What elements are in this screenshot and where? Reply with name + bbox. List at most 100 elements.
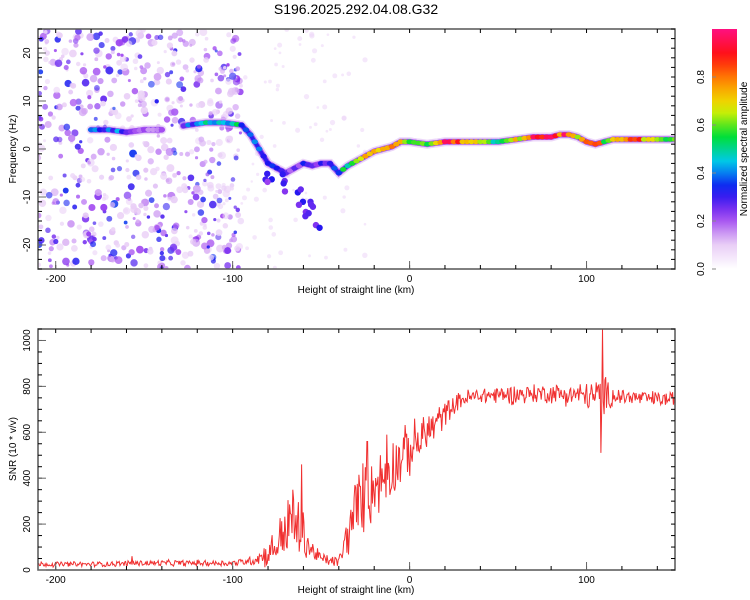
noise-blob — [210, 78, 214, 83]
noise-blob — [42, 103, 49, 110]
noise-blob — [53, 238, 59, 245]
noise-blob — [360, 127, 365, 133]
noise-blob — [208, 254, 215, 261]
snr-series-line — [38, 329, 675, 569]
noise-blob — [100, 203, 108, 212]
y-tick-label: 0 — [22, 146, 33, 152]
x-tick-label: 100 — [578, 575, 595, 586]
noise-blob — [100, 100, 106, 107]
noise-blob — [91, 231, 97, 237]
noise-blob — [239, 83, 243, 88]
noise-blob — [165, 177, 173, 185]
ridge-point — [490, 139, 497, 145]
y-tick-label: 200 — [22, 515, 33, 532]
noise-blob — [268, 217, 273, 223]
noise-blob — [182, 176, 187, 181]
noise-blob — [227, 135, 234, 142]
noise-blob — [180, 260, 186, 266]
noise-blob — [207, 184, 215, 192]
noise-blob — [206, 139, 212, 146]
noise-blob — [56, 32, 63, 39]
noise-blob — [69, 82, 75, 88]
noise-blob — [45, 191, 53, 199]
noise-blob — [120, 63, 129, 72]
noise-blob — [313, 122, 318, 127]
noise-blob — [160, 214, 165, 219]
noise-blob — [130, 114, 134, 118]
noise-blob — [147, 248, 154, 255]
noise-blob — [293, 217, 298, 223]
noise-blob — [165, 78, 172, 85]
noise-blob — [125, 225, 129, 229]
noise-blob — [230, 38, 237, 44]
noise-blob — [324, 255, 328, 260]
noise-blob — [38, 199, 47, 208]
ridge-point — [202, 120, 210, 125]
noise-blob — [189, 57, 195, 63]
noise-blob — [246, 187, 251, 192]
ridge-point — [331, 165, 338, 171]
noise-blob — [235, 207, 240, 213]
noise-blob — [104, 136, 111, 143]
noise-blob — [80, 163, 86, 169]
noise-blob — [63, 64, 69, 71]
ridge-point — [335, 170, 343, 176]
noise-blob — [292, 188, 295, 192]
noise-blob — [92, 236, 97, 242]
noise-blob — [224, 262, 232, 269]
noise-blob — [92, 32, 101, 41]
noise-blob — [101, 196, 107, 201]
noise-blob — [44, 39, 50, 44]
noise-blob — [103, 119, 109, 126]
noise-blob — [193, 70, 197, 74]
noise-blob — [55, 235, 60, 240]
noise-blob — [275, 83, 280, 88]
noise-blob — [92, 67, 101, 76]
noise-blob — [215, 87, 222, 95]
noise-blob — [75, 29, 82, 35]
noise-blob — [130, 259, 138, 267]
noise-blob — [154, 99, 159, 104]
noise-blob — [116, 212, 125, 220]
noise-blob — [152, 183, 158, 189]
noise-blob — [322, 195, 327, 200]
noise-blob — [170, 123, 174, 127]
noise-blob — [167, 35, 173, 41]
noise-blob — [216, 161, 222, 166]
noise-blob — [235, 66, 241, 72]
noise-blob — [233, 230, 238, 234]
ridge-point — [340, 167, 347, 172]
ridge-point — [539, 134, 546, 140]
ridge-point — [534, 134, 542, 140]
snr-panel: -200 -100 0 100 0 200 400 600 800 1000 Height of… — [8, 328, 676, 596]
noise-blob — [38, 212, 42, 219]
ridge-point — [96, 127, 104, 133]
ridge-point — [353, 158, 360, 164]
noise-blob — [311, 48, 318, 54]
noise-blob — [213, 218, 217, 222]
noise-blob — [226, 63, 230, 67]
noise-blob — [182, 64, 189, 70]
ridge-point — [273, 165, 281, 171]
noise-blob — [156, 134, 161, 138]
noise-blob — [164, 96, 171, 103]
ridge-point — [671, 137, 675, 142]
noise-blob — [163, 154, 169, 160]
noise-blob — [209, 147, 214, 152]
noise-blob — [179, 104, 183, 108]
noise-blob — [341, 115, 347, 121]
noise-blob — [352, 35, 356, 39]
noise-blob — [319, 137, 325, 142]
snr-x-label: Height of straight line (km) — [298, 585, 415, 596]
noise-blob — [86, 89, 94, 97]
noise-blob — [58, 155, 63, 159]
noise-blob — [189, 103, 193, 107]
ridge-point — [242, 127, 250, 133]
noise-blob — [191, 213, 196, 217]
noise-blob — [199, 139, 206, 147]
noise-blob — [68, 89, 74, 95]
noise-blob — [187, 199, 194, 206]
noise-blob — [109, 143, 117, 152]
noise-blob — [222, 223, 229, 229]
noise-blob — [45, 214, 52, 222]
